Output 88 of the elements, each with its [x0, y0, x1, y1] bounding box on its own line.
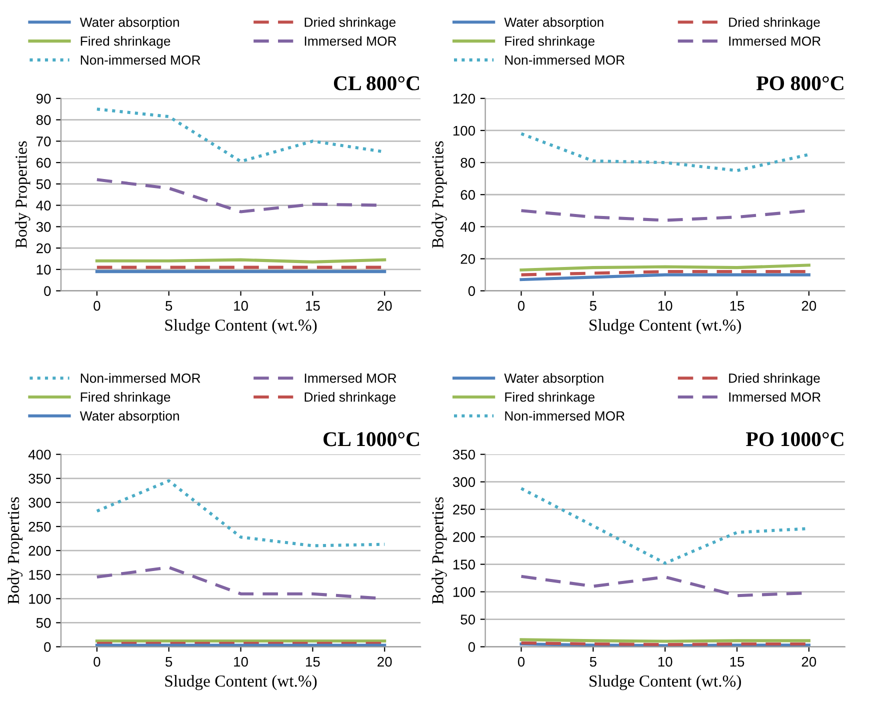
y-tick-label: 350: [28, 474, 51, 484]
legend-label: Water absorption: [80, 17, 179, 30]
legend-label: Water absorption: [504, 373, 604, 386]
chart-title: CL 1000°C: [324, 432, 419, 446]
y-tick-label: 50: [460, 614, 476, 624]
y-tick-label: 90: [36, 94, 51, 104]
y-tick-label: 60: [36, 158, 51, 168]
legend-label: Dried shrinkage: [304, 392, 396, 404]
y-tick-label: 10: [36, 264, 51, 275]
legend-label: Non-immersed MOR: [80, 55, 200, 65]
y-tick-label: 300: [452, 477, 476, 488]
x-tick-label: 5: [166, 301, 172, 311]
y-tick-label: 0: [44, 286, 51, 296]
x-axis-title: Sludge Content (wt.%): [165, 674, 317, 690]
y-tick-label: 400: [28, 450, 51, 460]
y-tick-label: 300: [28, 498, 51, 508]
x-tick-label: 15: [730, 656, 744, 667]
y-tick-label: 100: [453, 587, 476, 597]
y-tick-label: 150: [29, 570, 51, 580]
y-tick-label: 100: [453, 126, 476, 136]
x-tick-label: 20: [802, 656, 816, 667]
y-tick-label: 20: [460, 254, 476, 264]
x-tick-label: 0: [94, 300, 100, 311]
line-series: [95, 479, 386, 548]
y-tick-label: 20: [36, 243, 51, 254]
legend-label: Immersed MOR: [729, 392, 821, 402]
x-axis-title: Sludge Content (wt.%): [590, 674, 741, 690]
legend-label: Dried shrinkage: [729, 17, 820, 30]
y-tick-label: 200: [28, 546, 51, 556]
x-tick-label: 20: [378, 656, 392, 667]
y-tick-label: 60: [460, 190, 476, 200]
legend-label: Dried shrinkage: [729, 373, 820, 386]
legend-label: Immersed MOR: [304, 373, 396, 383]
legend-label: Fired shrinkage: [505, 36, 594, 48]
x-tick-label: 15: [306, 656, 320, 667]
legend-label: Fired shrinkage: [80, 392, 170, 404]
x-tick-label: 5: [166, 656, 172, 667]
y-tick-label: 350: [452, 450, 476, 460]
x-tick-label: 0: [518, 656, 525, 667]
legend-label: Immersed MOR: [729, 36, 821, 46]
x-axis-title: Sludge Content (wt.%): [165, 319, 317, 334]
y-tick-label: 150: [453, 560, 476, 570]
y-tick-label: 250: [28, 522, 51, 532]
x-axis-title: Sludge Content (wt.%): [590, 319, 741, 334]
x-tick-label: 15: [730, 301, 744, 311]
legend-label: Non-immersed MOR: [80, 373, 200, 383]
y-tick-label: 30: [36, 222, 51, 232]
y-tick-label: 120: [453, 94, 476, 104]
x-tick-label: 5: [590, 301, 596, 311]
x-tick-label: 15: [306, 301, 320, 311]
line-series: [520, 132, 810, 172]
y-tick-label: 40: [460, 222, 476, 232]
legend-label: Fired shrinkage: [505, 392, 594, 404]
chart-title: PO 1000°C: [746, 432, 844, 446]
chart-title: CL 800°C: [334, 76, 419, 90]
x-tick-label: 10: [234, 300, 248, 311]
x-tick-label: 0: [518, 300, 525, 311]
legend-label: Immersed MOR: [304, 36, 396, 46]
y-tick-label: 200: [453, 532, 476, 542]
y-axis-title: Body Properties: [7, 497, 23, 604]
y-tick-label: 50: [36, 618, 51, 628]
y-tick-label: 0: [44, 642, 51, 652]
y-tick-label: 80: [36, 115, 51, 125]
y-axis-title: Body Properties: [15, 141, 30, 248]
legend-label: Dried shrinkage: [304, 17, 396, 30]
x-tick-label: 5: [590, 656, 596, 667]
y-axis-title: Body Properties: [432, 497, 447, 604]
legend-label: Water absorption: [80, 410, 179, 424]
x-tick-label: 10: [234, 656, 248, 667]
y-tick-label: 70: [36, 136, 51, 146]
y-tick-label: 0: [468, 642, 476, 652]
x-tick-label: 0: [94, 656, 100, 667]
legend-label: Non-immersed MOR: [505, 55, 624, 65]
legend-label: Non-immersed MOR: [505, 410, 624, 421]
chart-title: PO 800°C: [756, 76, 844, 90]
y-tick-label: 40: [36, 200, 51, 210]
y-axis-title: Body Properties: [432, 141, 447, 248]
x-tick-label: 10: [658, 656, 672, 667]
y-tick-label: 50: [36, 179, 51, 190]
y-tick-label: 250: [453, 504, 476, 514]
x-tick-label: 10: [658, 300, 672, 311]
y-tick-label: 0: [468, 286, 476, 296]
x-tick-label: 20: [378, 300, 392, 311]
x-tick-label: 20: [802, 300, 816, 311]
y-tick-label: 100: [29, 594, 51, 604]
y-tick-label: 80: [460, 158, 476, 168]
legend-label: Water absorption: [504, 17, 604, 30]
legend-label: Fired shrinkage: [80, 36, 170, 48]
